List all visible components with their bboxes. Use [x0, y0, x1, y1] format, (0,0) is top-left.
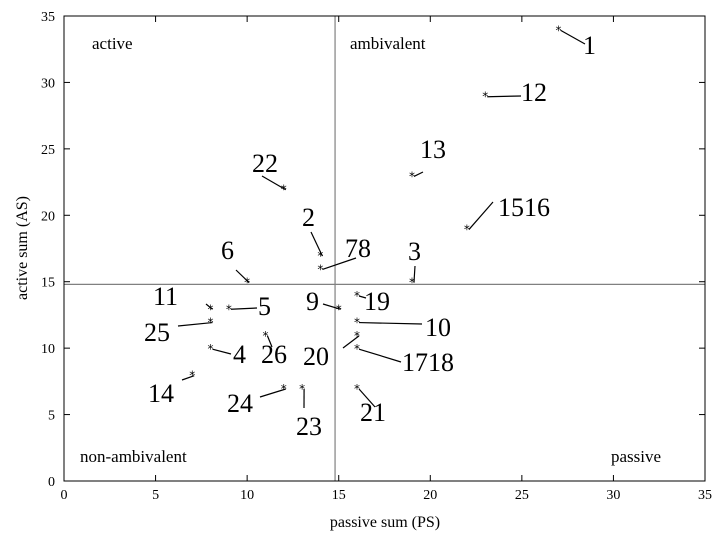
point-label-22: 22	[252, 149, 278, 178]
x-tick-label: 15	[332, 488, 346, 503]
data-point-20: *	[354, 329, 360, 343]
leader-line-26	[266, 335, 273, 348]
leader-line-11	[205, 303, 213, 310]
y-tick-label: 15	[41, 276, 55, 291]
x-tick-label: 0	[61, 488, 68, 503]
y-tick-label: 5	[48, 409, 55, 424]
leader-line-1516	[468, 201, 494, 230]
data-point-2: *	[317, 249, 323, 263]
quadrant-label-non-ambivalent: non-ambivalent	[80, 447, 187, 466]
point-label-3: 3	[408, 237, 421, 266]
leader-line-1718	[358, 348, 402, 363]
leader-line-21	[358, 388, 376, 408]
point-label-78: 78	[345, 234, 371, 263]
data-point-26: *	[262, 329, 268, 343]
data-point-23: *	[299, 382, 305, 396]
quadrant-label-active: active	[92, 34, 133, 53]
data-point-11: *	[208, 302, 214, 316]
data-point-3: *	[409, 276, 415, 290]
point-label-1516: 1516	[498, 193, 550, 222]
point-label-25: 25	[144, 318, 170, 347]
point-label-9: 9	[306, 287, 319, 316]
point-labels: 1 12 13 22 1516 2 78 6 3 19 11 5 9 25 10 26 20 4 1718 14 24 2…	[144, 31, 596, 441]
point-label-10: 10	[425, 313, 451, 342]
point-label-2: 2	[302, 203, 315, 232]
x-tick-label: 20	[423, 488, 437, 503]
point-label-24: 24	[227, 389, 253, 418]
point-label-6: 6	[221, 236, 234, 265]
leader-line-4	[212, 348, 232, 355]
point-label-4: 4	[233, 340, 246, 369]
y-tick-label: 25	[41, 143, 55, 158]
data-point-14: *	[189, 369, 195, 383]
leader-line-12	[487, 95, 522, 98]
data-point-12: *	[482, 90, 488, 104]
data-point-1718: *	[354, 342, 360, 356]
data-points: ******** *** * ** ** ** *** * *	[189, 23, 561, 396]
data-point-25: *	[208, 316, 214, 330]
leader-line-25	[177, 321, 213, 327]
leader-line-78	[322, 257, 357, 270]
point-label-5: 5	[258, 292, 271, 321]
data-point-10: *	[354, 316, 360, 330]
quadrant-label-ambivalent: ambivalent	[350, 34, 426, 53]
y-tick-label: 20	[41, 209, 55, 224]
quadrant-label-passive: passive	[611, 447, 661, 466]
leader-line-24	[259, 388, 286, 398]
label-leader-lines	[177, 29, 586, 409]
data-point-1: *	[555, 23, 561, 37]
leader-line-1	[560, 29, 586, 45]
leader-line-19	[358, 295, 367, 299]
reference-lines	[64, 16, 705, 481]
leader-line-20	[342, 335, 360, 349]
leader-line-13	[413, 171, 424, 177]
data-point-9: *	[336, 302, 342, 316]
data-point-24: *	[281, 382, 287, 396]
leader-line-3	[413, 265, 416, 283]
point-label-19: 19	[364, 287, 390, 316]
point-label-12: 12	[521, 78, 547, 107]
data-point-6: *	[244, 276, 250, 290]
point-label-26: 26	[261, 340, 287, 369]
point-label-21: 21	[360, 398, 386, 427]
data-point-22: *	[281, 183, 287, 197]
x-tick-label: 10	[240, 488, 254, 503]
leader-line-2	[310, 231, 323, 257]
point-label-14: 14	[148, 379, 174, 408]
data-point-19: *	[354, 289, 360, 303]
data-point-21: *	[354, 382, 360, 396]
y-tick-label: 35	[41, 10, 55, 25]
data-point-5: *	[226, 302, 232, 316]
y-tick-label: 10	[41, 342, 55, 357]
leader-line-6	[235, 269, 250, 284]
leader-line-22	[261, 175, 287, 191]
x-axis-label: passive sum (PS)	[330, 514, 440, 531]
x-tick-label: 35	[698, 488, 712, 503]
x-tick-label: 30	[606, 488, 620, 503]
point-label-23: 23	[296, 412, 322, 441]
plot-area-frame	[63, 15, 706, 482]
point-label-13: 13	[420, 135, 446, 164]
point-label-1718: 1718	[402, 348, 454, 377]
x-tick-label: 5	[152, 488, 159, 503]
point-label-11: 11	[153, 282, 178, 311]
data-point-1516: *	[464, 223, 470, 237]
y-tick-label: 30	[41, 76, 55, 91]
data-point-78: *	[317, 262, 323, 276]
y-tick-label: 0	[48, 475, 55, 490]
x-tick-label: 25	[515, 488, 529, 503]
point-label-1: 1	[583, 31, 596, 60]
data-point-13: *	[409, 169, 415, 183]
data-point-4: *	[208, 342, 214, 356]
point-label-20: 20	[303, 342, 329, 371]
leader-line-10	[359, 321, 423, 325]
leader-line-5	[230, 307, 258, 310]
leader-line-14	[181, 375, 195, 381]
leader-line-9	[322, 303, 341, 310]
y-axis-label: active sum (AS)	[14, 196, 31, 300]
